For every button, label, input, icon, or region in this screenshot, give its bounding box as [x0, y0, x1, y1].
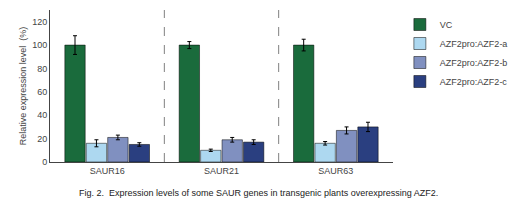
svg-text:80: 80	[37, 64, 47, 74]
svg-text:60: 60	[37, 87, 47, 97]
svg-text:VC: VC	[440, 20, 453, 30]
svg-text:Fig. 2. Expression levels of: Fig. 2. Expression levels of some SAUR g…	[79, 188, 438, 198]
svg-text:20: 20	[37, 134, 47, 144]
svg-text:AZF2pro:AZF2-c: AZF2pro:AZF2-c	[440, 77, 508, 87]
svg-text:SAUR16: SAUR16	[90, 166, 125, 176]
svg-text:120: 120	[32, 17, 47, 27]
svg-text:Relative expression level (%): Relative expression level (%)	[18, 27, 28, 146]
svg-text:AZF2pro:AZF2-a: AZF2pro:AZF2-a	[440, 39, 508, 49]
svg-text:100: 100	[32, 40, 47, 50]
svg-text:0: 0	[42, 157, 47, 167]
svg-text:SAUR63: SAUR63	[318, 166, 353, 176]
svg-text:SAUR21: SAUR21	[204, 166, 239, 176]
svg-text:AZF2pro:AZF2-b: AZF2pro:AZF2-b	[440, 58, 508, 68]
svg-text:40: 40	[37, 110, 47, 120]
